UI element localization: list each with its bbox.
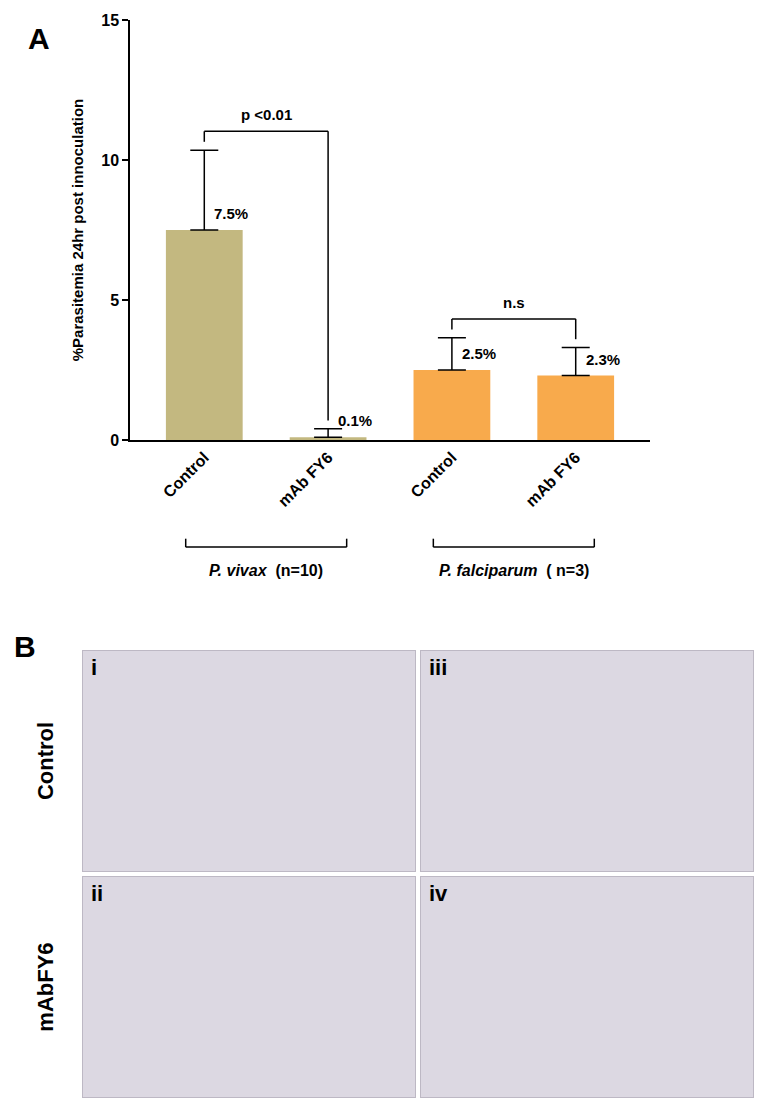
html-text:B: B <box>14 630 36 663</box>
svg-text:P. vivax (n=10): P. vivax (n=10) <box>209 562 323 579</box>
html-text:Control: Control <box>33 721 58 801</box>
svg-text:%Parasitemia 24hr post innocul: %Parasitemia 24hr post innoculation <box>69 99 86 362</box>
svg-text:7.5%: 7.5% <box>214 205 248 222</box>
svg-text:P. falciparum ( n=3): P. falciparum ( n=3) <box>439 562 589 579</box>
svg-text:2.5%: 2.5% <box>462 345 496 362</box>
html-text:i: i <box>91 655 98 680</box>
svg-text:mAb FY6: mAb FY6 <box>522 449 583 510</box>
svg-text:Control: Control <box>160 449 212 501</box>
svg-text:15: 15 <box>101 12 119 29</box>
svg-text:mAb FY6: mAb FY6 <box>275 449 336 510</box>
html-text:mAbFY6: mAbFY6 <box>33 942 58 1032</box>
svg-text:5: 5 <box>110 292 119 309</box>
svg-text:10: 10 <box>101 152 119 169</box>
svg-text:0: 0 <box>110 432 119 449</box>
svg-text:n.s: n.s <box>503 294 525 311</box>
html-text:ii: ii <box>91 881 104 906</box>
html-text:iii: iii <box>429 655 448 680</box>
svg-text:0.1%: 0.1% <box>338 412 372 429</box>
svg-text:p <0.01: p <0.01 <box>241 106 292 123</box>
svg-text:Control: Control <box>407 449 459 501</box>
html-text:iv: iv <box>429 881 448 906</box>
svg-text:2.3%: 2.3% <box>586 351 620 368</box>
svg-text:A: A <box>28 22 50 55</box>
